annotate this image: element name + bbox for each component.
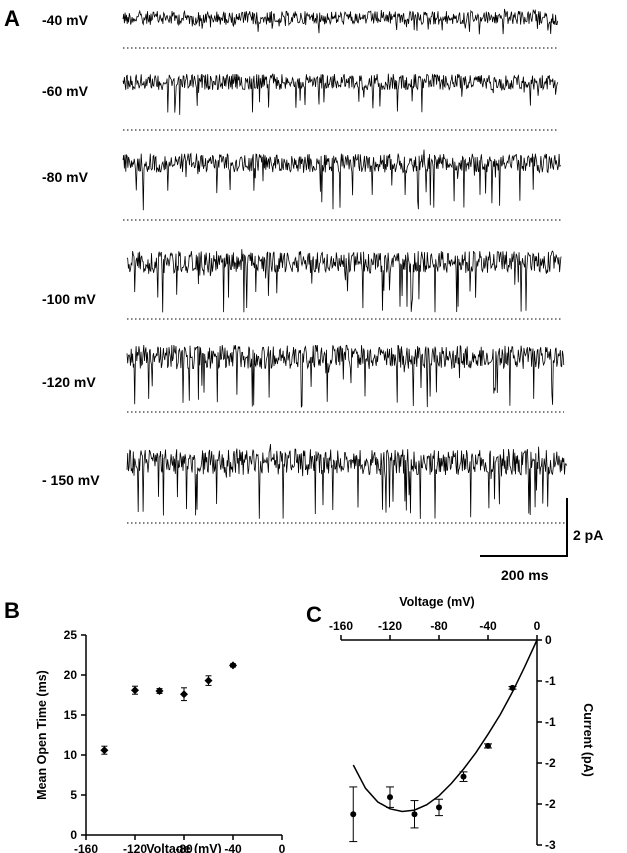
panel-b-y-title: Mean Open Time (ms): [35, 670, 49, 800]
panel-c-point-1: [387, 794, 393, 801]
panel-a-traces: -40 mV -60 mV -80 mV -100 mV -120 mV - 150 mV: [42, 8, 567, 524]
panel-c-point-3: [436, 804, 442, 811]
panel-c-y-tick-label-4: -2: [545, 797, 556, 811]
panel-b-x-tick-label-1: -120: [123, 842, 147, 853]
panel-c-fit-curve: [352, 639, 538, 813]
trace-label-4: -120 mV: [42, 374, 96, 390]
trace-label-3: -100 mV: [42, 291, 96, 307]
scale-bar: 2 pA 200 ms: [480, 498, 603, 583]
trace-5: [126, 444, 567, 519]
panel-c-label: C: [306, 602, 322, 627]
panel-c-x-tick-label-0: -160: [329, 619, 353, 633]
panel-b-point-5: [229, 661, 237, 670]
trace-1: [122, 73, 559, 115]
panel-c-x-title: Voltage (mV): [399, 595, 474, 609]
panel-b-x-tick-label-3: -40: [224, 842, 242, 853]
panel-c-x-tick-label-4: 0: [534, 619, 541, 633]
panel-b-y-tick-label-0: 0: [70, 828, 77, 842]
trace-2: [122, 149, 561, 211]
panel-c-point-4: [460, 773, 467, 780]
panel-c-y-title: Current (pA): [581, 703, 595, 777]
scale-bar-time-label: 200 ms: [501, 567, 549, 583]
panel-c-point-0: [350, 811, 357, 818]
panel-c-point-2: [411, 811, 418, 818]
panel-a-label: A: [4, 6, 20, 31]
panel-c-y-tick-label-3: -2: [545, 756, 556, 770]
panel-b-x-tick-label-4: 0: [279, 842, 286, 853]
panel-b-y-tick-label-3: 15: [64, 708, 78, 722]
panel-c-point-5: [485, 742, 491, 749]
panel-c-y-tick-label-1: -1: [545, 674, 556, 688]
trace-label-5: - 150 mV: [42, 472, 100, 488]
trace-0: [122, 8, 559, 35]
panel-c-x-tick-label-1: -120: [378, 619, 402, 633]
panel-c-point-6: [509, 684, 516, 691]
panel-b-y-tick-label-1: 5: [70, 788, 77, 802]
panel-b-label: B: [4, 598, 20, 623]
panel-b-x-title: Voltage (mV): [146, 842, 221, 853]
scale-bar-current-label: 2 pA: [573, 527, 603, 543]
panel-b-point-3: [180, 690, 188, 699]
panel-b-y-tick-label-5: 25: [64, 628, 78, 642]
panel-c-x-tick-label-2: -80: [430, 619, 448, 633]
panel-c-y-tick-label-0: 0: [545, 633, 552, 647]
panel-c-y-tick-label-5: -3: [545, 838, 556, 852]
panel-b-point-0: [100, 746, 109, 755]
panel-b-point-4: [204, 676, 213, 685]
trace-label-2: -80 mV: [42, 169, 89, 185]
panel-b-point-2: [155, 687, 164, 695]
panel-b-y-tick-label-4: 20: [64, 668, 78, 682]
panel-b-x-tick-label-0: -160: [74, 842, 98, 853]
panel-b-point-1: [131, 686, 139, 695]
trace-label-0: -40 mV: [42, 12, 89, 28]
panel-b-y-tick-label-2: 10: [64, 748, 78, 762]
trace-3: [126, 249, 562, 313]
panel-c-y-tick-label-2: -1: [545, 715, 556, 729]
panel-b-x-tick-label-2: -80: [175, 842, 193, 853]
panel-c-chart: Voltage (mV) Current (pA) -160 -120 -80 -40…: [329, 595, 595, 852]
panel-b-chart: Voltage (mV) Mean Open Time (ms) -160 -12…: [35, 628, 286, 853]
trace-label-1: -60 mV: [42, 83, 89, 99]
trace-4: [126, 344, 565, 408]
panel-c-x-tick-label-3: -40: [479, 619, 497, 633]
